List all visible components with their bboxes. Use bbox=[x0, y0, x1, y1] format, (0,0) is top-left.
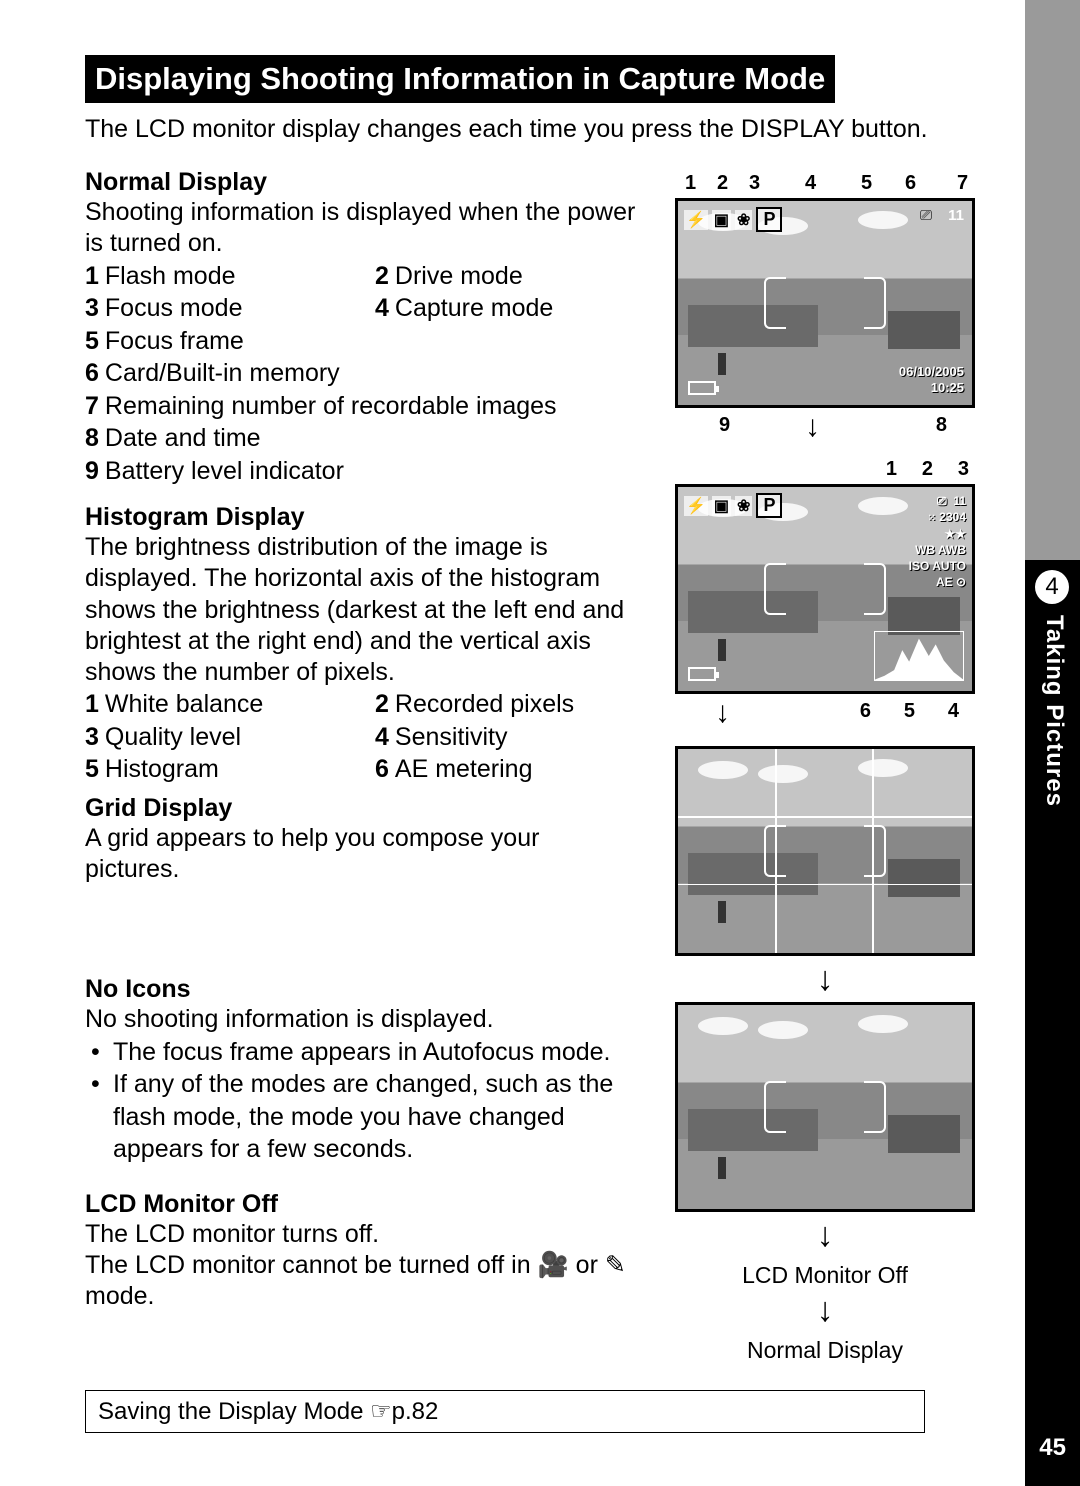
label-lcdoff: LCD Monitor Off bbox=[742, 1262, 908, 1289]
heading-normal: Normal Display bbox=[85, 168, 640, 197]
movie-icon: 🎥 bbox=[538, 1251, 569, 1279]
desc-lcdoff-1: The LCD monitor turns off. bbox=[85, 1219, 640, 1250]
label-normal: Normal Display bbox=[747, 1337, 903, 1364]
voice-icon: ✎ bbox=[605, 1251, 626, 1279]
thumb-histogram: ⚡▣❀P ⎚ 11 ⁙ 2304 ★★ WB AWB ISO AUTO AE ⊙ bbox=[675, 484, 975, 694]
list-histogram: 1White balance 2Recorded pixels 3Quality… bbox=[85, 688, 640, 786]
heading-grid: Grid Display bbox=[85, 794, 640, 823]
desc-histogram: The brightness distribution of the image… bbox=[85, 532, 640, 688]
arrow-icon: ↓ bbox=[817, 1218, 834, 1252]
arrow-icon: ↓ bbox=[817, 962, 834, 996]
bullets-noicons: The focus frame appears in Autofocus mod… bbox=[85, 1036, 640, 1166]
arrow-icon: ↓ bbox=[817, 1293, 834, 1327]
reference-box: Saving the Display Mode ☞p.82 bbox=[85, 1390, 925, 1433]
thumb-normal: ⚡▣❀P ⎚ 11 06/10/2005 10:25 bbox=[675, 198, 975, 408]
thumb-noicons bbox=[675, 1002, 975, 1212]
intro-text: The LCD monitor display changes each tim… bbox=[85, 115, 1015, 144]
chapter-title: Taking Pictures bbox=[1040, 615, 1068, 807]
page-title: Displaying Shooting Information in Captu… bbox=[85, 55, 835, 103]
side-tab: 4 Taking Pictures 45 bbox=[1025, 0, 1080, 1486]
desc-noicons: No shooting information is displayed. bbox=[85, 1004, 640, 1035]
heading-noicons: No Icons bbox=[85, 975, 640, 1004]
heading-histogram: Histogram Display bbox=[85, 503, 640, 532]
thumb-grid bbox=[675, 746, 975, 956]
page-number: 45 bbox=[1039, 1434, 1066, 1462]
list-normal: 1Flash mode 2Drive mode 3Focus mode 4Cap… bbox=[85, 260, 640, 488]
desc-normal: Shooting information is displayed when t… bbox=[85, 197, 640, 260]
heading-lcdoff: LCD Monitor Off bbox=[85, 1190, 640, 1219]
thumbnail-column: 1 2 3 4 5 6 7 ⚡▣❀P ⎚ 11 06/10/2005 10:25… bbox=[660, 166, 990, 1368]
desc-lcdoff-2: The LCD monitor cannot be turned off in … bbox=[85, 1250, 640, 1313]
chapter-number: 4 bbox=[1035, 570, 1069, 604]
desc-grid: A grid appears to help you compose your … bbox=[85, 823, 640, 886]
